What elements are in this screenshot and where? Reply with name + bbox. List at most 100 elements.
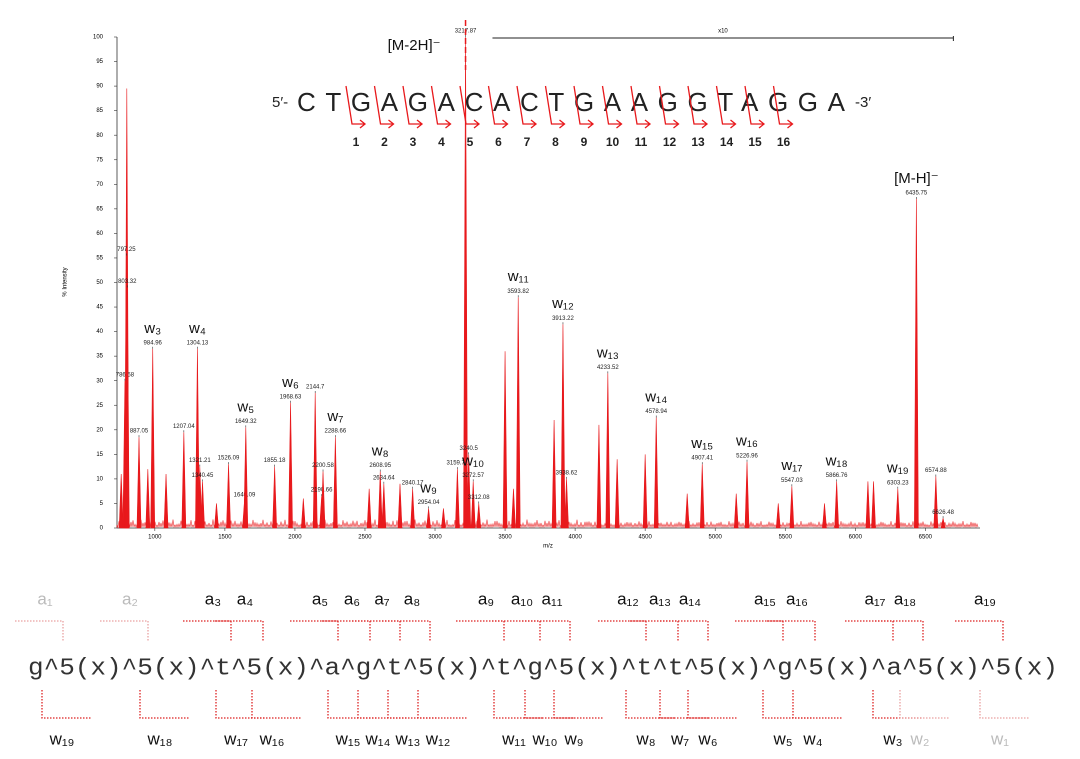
peak xyxy=(940,518,946,529)
w-label: w₁₁ xyxy=(501,729,526,748)
peak-mz-label: 797.25 xyxy=(117,247,136,253)
peak xyxy=(515,297,521,529)
peak xyxy=(744,461,750,529)
ion-label: w₄ xyxy=(188,320,206,337)
peak xyxy=(871,481,876,529)
w-label: w₁₇ xyxy=(223,729,248,748)
y-tick-label: 0 xyxy=(100,526,104,532)
peak xyxy=(410,488,415,529)
cleavage-number: 3 xyxy=(410,135,417,149)
ion-label: w₁₉ xyxy=(886,460,909,477)
fragment-sequence: g^5(x)^5(x)^t^5(x)^a^g^t^5(x)^t^g^5(x)^t… xyxy=(28,655,1058,682)
peak xyxy=(564,478,569,529)
a-bracket xyxy=(15,620,64,641)
w-label: w₆ xyxy=(697,729,717,748)
cleavage-number: 9 xyxy=(581,135,588,149)
cleavage-mark xyxy=(345,85,367,129)
a-label: a₁₁ xyxy=(542,589,563,608)
peak-mz-label: 4233.52 xyxy=(597,365,619,371)
x-tick-label: 4000 xyxy=(568,535,582,541)
cleavage-number: 5 xyxy=(467,135,474,149)
peak-mz-label: 1321.21 xyxy=(189,458,211,464)
cleavage-mark xyxy=(402,85,424,129)
a-bracket xyxy=(660,620,709,641)
peak xyxy=(596,424,602,529)
w-bracket xyxy=(41,690,92,719)
peak-mz-label: 6574.88 xyxy=(925,468,947,474)
ion-label: w₁₈ xyxy=(825,452,848,469)
w-bracket xyxy=(417,690,468,719)
x-tick-label: 3000 xyxy=(428,535,442,541)
w-bracket xyxy=(215,690,266,719)
y-tick-label: 40 xyxy=(96,329,103,335)
peak xyxy=(476,503,482,529)
a-label: a₈ xyxy=(404,589,421,608)
a-bracket xyxy=(382,620,431,641)
y-tick-label: 50 xyxy=(96,280,103,286)
w-bracket xyxy=(251,690,302,719)
peak xyxy=(642,454,648,529)
peak xyxy=(733,493,739,529)
w-bracket xyxy=(979,690,1030,719)
y-tick-label: 5 xyxy=(100,501,104,507)
peak xyxy=(441,508,446,529)
w-label: w₇ xyxy=(670,729,689,748)
cleavage-mark xyxy=(544,85,566,129)
peak-mz-label: 2608.95 xyxy=(369,463,391,469)
w-label: w₁₂ xyxy=(425,729,451,748)
w-label: w₂ xyxy=(910,729,930,748)
y-tick-label: 35 xyxy=(96,354,103,360)
cleavage-number: 6 xyxy=(495,135,502,149)
peak-mz-label: 5547.03 xyxy=(781,478,803,484)
ion-label: w₁₁ xyxy=(507,268,529,285)
cleavage-number: 4 xyxy=(438,135,445,149)
a-bracket xyxy=(522,620,571,641)
ion-label: w₈ xyxy=(371,443,389,460)
a-label: a₁₀ xyxy=(511,589,533,608)
zoom-label: x10 xyxy=(718,29,728,35)
a-label: a₉ xyxy=(478,589,494,608)
a-label: a₁₇ xyxy=(864,589,885,608)
peak xyxy=(397,483,403,529)
x-tick-label: 1500 xyxy=(218,535,232,541)
peak xyxy=(214,503,219,529)
y-tick-label: 65 xyxy=(96,206,103,212)
w-label: w₄ xyxy=(802,729,822,748)
peak xyxy=(614,459,620,529)
five-prime: 5′- xyxy=(272,94,288,111)
peak xyxy=(197,466,203,529)
peak-mz-label: 5866.76 xyxy=(826,473,848,479)
w-bracket xyxy=(553,690,604,719)
cleavage-mark xyxy=(630,85,652,129)
peak xyxy=(150,348,156,529)
y-tick-label: 30 xyxy=(96,378,103,384)
peak-mz-label: 5226.96 xyxy=(736,453,758,459)
peak xyxy=(136,437,142,529)
ion-label: w₁₄ xyxy=(644,388,667,405)
y-tick-label: 20 xyxy=(96,427,103,433)
peak xyxy=(195,348,200,529)
y-tick-label: 25 xyxy=(96,403,103,409)
w-label: w₁₃ xyxy=(395,729,421,748)
peak xyxy=(377,471,383,529)
peak-mz-label: 1207.04 xyxy=(173,424,195,430)
w-bracket xyxy=(139,690,190,719)
peak xyxy=(301,498,306,529)
w-label: w₁ xyxy=(990,729,1009,748)
peak-mz-label: 984.96 xyxy=(144,340,163,346)
peak xyxy=(511,488,516,529)
cleavage-mark xyxy=(744,85,766,129)
peak-mz-label: 2840.17 xyxy=(402,480,424,486)
peak-mz-label: 1304.13 xyxy=(187,340,209,346)
w-label: w₅ xyxy=(772,729,792,748)
peak-mz-label: 1649.32 xyxy=(235,419,257,425)
peak xyxy=(605,373,611,529)
x-tick-label: 2000 xyxy=(288,535,302,541)
peak-mz-label: 4578.94 xyxy=(645,409,667,415)
a-bracket xyxy=(215,620,264,641)
peak xyxy=(200,481,205,529)
peak-mz-label: 3593.82 xyxy=(507,289,529,295)
w-bracket xyxy=(625,690,676,719)
y-tick-label: 10 xyxy=(96,476,103,482)
